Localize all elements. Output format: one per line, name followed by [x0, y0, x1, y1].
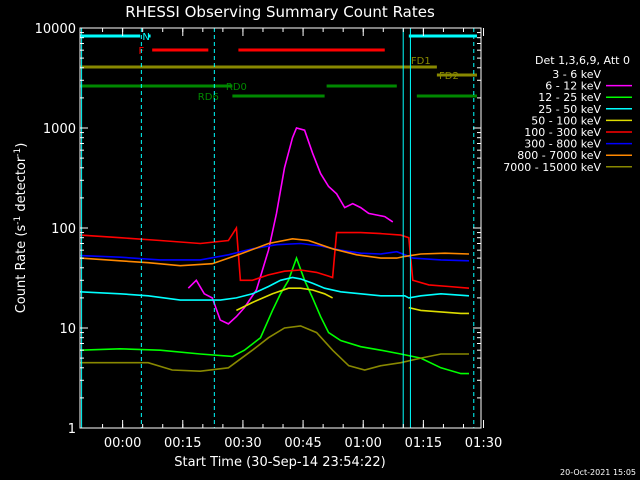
chart-title: RHESSI Observing Summary Count Rates	[125, 3, 435, 21]
x-axis-label: Start Time (30-Sep-14 23:54:22)	[174, 455, 385, 470]
y-axis-label: Count Rate (s-1 detector-1)	[13, 143, 29, 314]
vertical-markers	[81, 28, 475, 428]
series-line-4	[236, 287, 469, 315]
y-tick-label: 10000	[35, 22, 76, 37]
legend-label: 7000 - 15000 keV	[503, 161, 601, 174]
y-tick-label: 1000	[43, 122, 76, 137]
flag-label-n: N	[142, 32, 149, 43]
x-tick-label: 01:30	[465, 436, 502, 451]
legend-label: 6 - 12 keV	[545, 80, 601, 93]
y-axis: 1 10 100 1000 10000	[35, 22, 481, 437]
x-tick-label: 00:45	[284, 436, 321, 451]
y-tick-label: 10	[59, 322, 76, 337]
legend-label: 300 - 800 keV	[524, 138, 601, 151]
y-tick-label: 100	[51, 222, 76, 237]
x-tick-label: 01:15	[405, 436, 442, 451]
x-axis: 00:00 00:15 00:30 00:45 01:00 01:15 01:30	[102, 28, 502, 451]
x-tick-label: 00:15	[164, 436, 201, 451]
legend-header: Det 1,3,6,9, Att 0	[535, 54, 630, 67]
instrument-flags: NFFD1FD2RD0RD6	[80, 32, 477, 103]
legend-label: 50 - 100 keV	[531, 114, 601, 127]
legend-label: 100 - 300 keV	[524, 126, 601, 139]
series-line-1	[187, 127, 394, 325]
flag-label-rd0: RD0	[226, 82, 247, 93]
series-line-8	[80, 325, 469, 373]
x-tick-label: 00:00	[104, 436, 141, 451]
series-line-3	[80, 276, 470, 301]
legend-label: 800 - 7000 keV	[517, 149, 601, 162]
flag-label-fd2: FD2	[439, 71, 459, 82]
legend-label: 12 - 25 keV	[538, 91, 601, 104]
footer-timestamp: 20-Oct-2021 15:05	[560, 468, 636, 477]
flag-label-fd1: FD1	[411, 56, 431, 67]
legend-label: 25 - 50 keV	[538, 103, 601, 116]
x-tick-label: 00:30	[224, 436, 261, 451]
y-tick-label: 1	[68, 422, 76, 437]
legend-label: 3 - 6 keV	[552, 68, 601, 81]
flag-label-rd6: RD6	[198, 92, 219, 103]
x-tick-label: 01:00	[344, 436, 381, 451]
